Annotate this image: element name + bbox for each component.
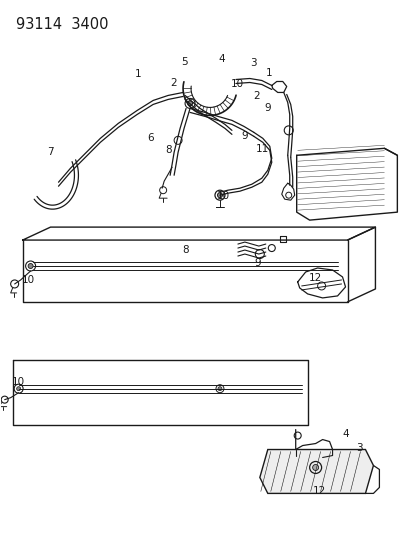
Text: 6: 6 bbox=[147, 133, 153, 143]
Circle shape bbox=[217, 386, 221, 391]
Text: 12: 12 bbox=[308, 273, 321, 283]
Text: 8: 8 bbox=[181, 245, 188, 255]
Text: 2: 2 bbox=[169, 78, 176, 88]
Text: 2: 2 bbox=[253, 92, 259, 101]
Text: 5: 5 bbox=[180, 56, 187, 67]
Text: 3: 3 bbox=[250, 58, 256, 68]
Text: 11: 11 bbox=[256, 144, 269, 155]
Text: 1: 1 bbox=[135, 69, 141, 78]
Text: 9: 9 bbox=[241, 131, 247, 141]
Text: 10: 10 bbox=[22, 275, 35, 285]
Text: 9: 9 bbox=[264, 103, 271, 114]
Text: 93114  3400: 93114 3400 bbox=[16, 17, 108, 31]
Circle shape bbox=[217, 193, 222, 198]
Circle shape bbox=[187, 101, 192, 106]
Text: 9: 9 bbox=[254, 258, 261, 268]
Text: 4: 4 bbox=[342, 429, 348, 439]
Circle shape bbox=[17, 386, 21, 391]
Circle shape bbox=[312, 464, 318, 471]
Text: 4: 4 bbox=[218, 53, 225, 63]
Polygon shape bbox=[259, 449, 373, 494]
Text: 1: 1 bbox=[265, 68, 271, 77]
Text: 10: 10 bbox=[230, 79, 243, 90]
Text: 3: 3 bbox=[355, 442, 362, 453]
Text: 12: 12 bbox=[312, 487, 325, 496]
Text: 10: 10 bbox=[216, 191, 229, 201]
Text: 10: 10 bbox=[12, 377, 25, 387]
Circle shape bbox=[28, 263, 33, 269]
Text: 8: 8 bbox=[164, 146, 171, 155]
Text: 7: 7 bbox=[47, 147, 54, 157]
